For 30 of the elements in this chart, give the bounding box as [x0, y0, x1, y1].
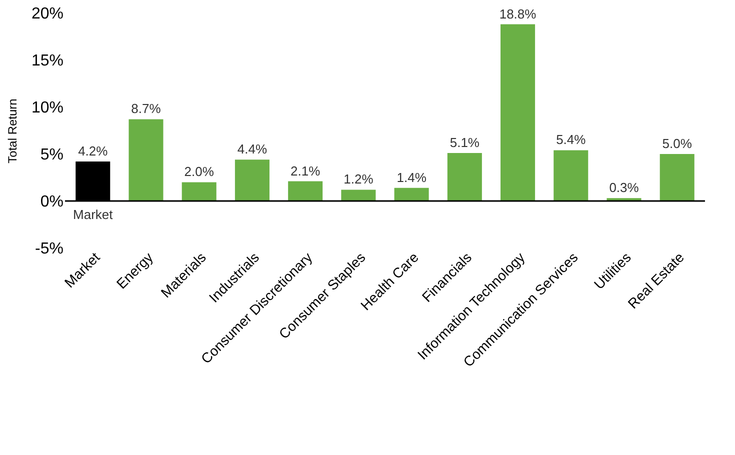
y-axis-title: Total Return — [5, 98, 20, 164]
data-label: 4.4% — [237, 142, 268, 157]
y-tick-label: -5% — [35, 240, 64, 258]
data-label: 5.1% — [450, 135, 480, 150]
annotation: Market — [73, 207, 114, 222]
data-label: 5.4% — [556, 132, 586, 148]
bar — [554, 150, 588, 201]
data-label: 5.0% — [662, 136, 692, 151]
y-tick-label: 0% — [40, 194, 64, 210]
bar — [447, 153, 482, 201]
data-label: 1.4% — [396, 170, 427, 185]
data-label: 18.8% — [499, 6, 537, 22]
bar — [341, 190, 376, 201]
bar — [394, 188, 429, 201]
data-label: 1.2% — [344, 172, 374, 187]
data-label: 2.1% — [290, 163, 321, 178]
bar — [128, 119, 164, 201]
y-tick-label: 15% — [31, 52, 64, 70]
data-label: 2.0% — [184, 164, 214, 180]
y-tick-label: 5% — [40, 146, 64, 164]
bar — [288, 181, 323, 201]
bar — [234, 160, 270, 201]
data-label: 0.3% — [609, 180, 640, 196]
data-label: 4.2% — [78, 144, 108, 159]
bar — [182, 182, 216, 201]
bar — [500, 24, 536, 201]
bar — [660, 154, 694, 201]
y-tick-label: 10% — [31, 100, 64, 116]
y-tick-label: 20% — [31, 6, 64, 22]
data-label: 8.7% — [131, 101, 162, 116]
